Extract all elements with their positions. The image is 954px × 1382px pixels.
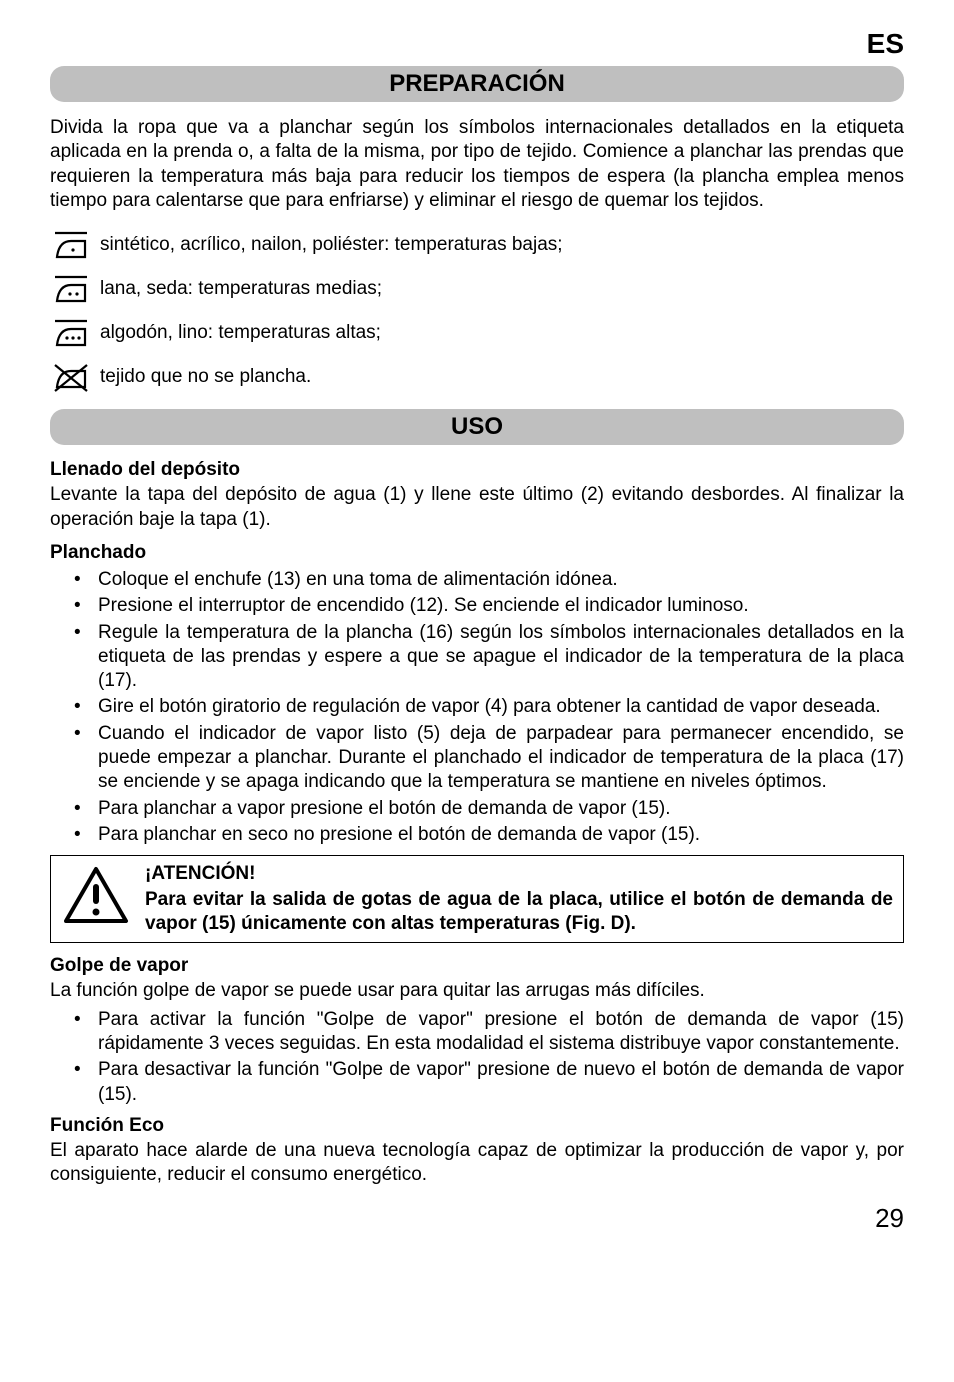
list-item: Gire el botón giratorio de regulación de… (50, 695, 904, 719)
planchado-list: Coloque el enchufe (13) en una toma de a… (50, 568, 904, 847)
warning-title: ¡ATENCIÓN! (145, 862, 893, 886)
warning-triangle-icon (61, 862, 131, 924)
intro-paragraph: Divida la ropa que va a planchar según l… (50, 116, 904, 213)
golpe-list: Para activar la función "Golpe de vapor"… (50, 1008, 904, 1107)
iron-2dot-icon (50, 271, 92, 307)
iron-1dot-icon (50, 227, 92, 263)
list-item: Cuando el indicador de vapor listo (5) d… (50, 722, 904, 795)
language-tag: ES (50, 28, 904, 60)
subhead-planchado: Planchado (50, 542, 904, 564)
list-item: Para planchar en seco no presione el bot… (50, 823, 904, 847)
list-item: Regule la temperatura de la plancha (16)… (50, 621, 904, 694)
legend-row-medium: lana, seda: temperaturas medias; (50, 271, 904, 307)
section-header-preparacion: PREPARACIÓN (50, 66, 904, 102)
page-number: 29 (50, 1203, 904, 1234)
legend-row-high: algodón, lino: temperaturas altas; (50, 315, 904, 351)
legend-label: lana, seda: temperaturas medias; (100, 278, 382, 300)
section-header-uso: USO (50, 409, 904, 445)
iron-cross-icon (50, 359, 92, 395)
list-item: Para activar la función "Golpe de vapor"… (50, 1008, 904, 1057)
list-item: Para planchar a vapor presione el botón … (50, 797, 904, 821)
iron-3dot-icon (50, 315, 92, 351)
list-item: Para desactivar la función "Golpe de vap… (50, 1058, 904, 1107)
legend-label: sintético, acrílico, nailon, poliéster: … (100, 234, 563, 256)
legend-label: tejido que no se plancha. (100, 366, 311, 388)
legend-row-low: sintético, acrílico, nailon, poliéster: … (50, 227, 904, 263)
legend-row-noiron: tejido que no se plancha. (50, 359, 904, 395)
list-item: Coloque el enchufe (13) en una toma de a… (50, 568, 904, 592)
subhead-eco: Función Eco (50, 1115, 904, 1137)
warning-text: ¡ATENCIÓN! Para evitar la salida de gota… (145, 862, 893, 936)
warning-box: ¡ATENCIÓN! Para evitar la salida de gota… (50, 855, 904, 943)
subhead-llenado: Llenado del depósito (50, 459, 904, 481)
golpe-lead: La función golpe de vapor se puede usar … (50, 979, 904, 1003)
list-item: Presione el interruptor de encendido (12… (50, 594, 904, 618)
llenado-body: Levante la tapa del depósito de agua (1)… (50, 483, 904, 532)
subhead-golpe: Golpe de vapor (50, 955, 904, 977)
warning-body: Para evitar la salida de gotas de agua d… (145, 889, 893, 934)
legend-label: algodón, lino: temperaturas altas; (100, 322, 381, 344)
eco-body: El aparato hace alarde de una nueva tecn… (50, 1139, 904, 1188)
